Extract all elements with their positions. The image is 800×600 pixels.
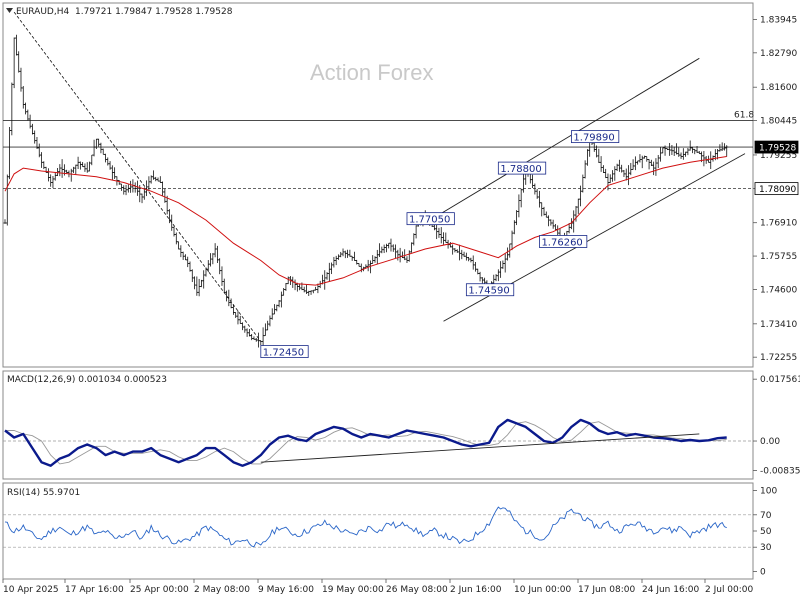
y-tick-label: 1.72255 [760,353,797,363]
macd-line [4,418,727,467]
x-tick-label: 2 Jun 16:00 [450,585,502,595]
price-tag: 1.79528 [754,140,799,154]
svg-text:1.79528: 1.79528 [759,144,796,154]
svg-text:1.76260: 1.76260 [541,237,582,248]
price-annotation: 1.76260 [539,235,588,248]
x-tick-label: 10 Apr 2025 [3,585,59,595]
collapse-arrow-icon[interactable] [6,8,13,13]
y-tick-label: 1.83945 [760,15,797,25]
symbol-label: EURAUD,H4 [16,7,69,17]
svg-text:1.72450: 1.72450 [263,348,304,359]
rsi-y-tick: 100 [760,486,777,496]
svg-text:1.77050: 1.77050 [409,215,450,226]
price-annotation: 1.78800 [497,161,547,175]
y-tick-label: 1.79255 [760,151,797,161]
y-tick-label: 1.75755 [760,252,797,262]
svg-text:1.78800: 1.78800 [500,164,541,175]
price-annotation: 1.72450 [260,345,309,359]
macd-title: MACD(12,26,9) 0.001034 0.000523 [7,375,167,385]
candle [725,145,729,157]
x-tick-label: 26 May 08:00 [386,585,448,595]
x-tick-label: 17 Apr 16:00 [65,585,124,595]
rsi-line [4,506,727,548]
svg-text:1.74590: 1.74590 [468,286,509,297]
rsi-y-tick: 0 [760,568,766,578]
price-annotation: 1.77050 [406,212,455,226]
x-tick-label: 17 Jun 08:00 [578,585,635,595]
x-tick-label: 2 Jul 00:00 [705,585,754,595]
x-tick-label: 24 Jun 16:00 [642,585,699,595]
macd-y-tick: 0.017561 [760,375,800,385]
watermark: Action Forex [310,60,434,85]
macd-y-tick: 0.00 [760,437,780,447]
y-tick-label: 1.81600 [760,83,797,93]
x-tick-label: 25 Apr 00:00 [130,585,189,595]
trendline-1 [425,57,700,224]
y-tick-label: 1.73410 [760,320,797,330]
x-tick-label: 19 May 00:00 [322,585,384,595]
svg-text:1.79890: 1.79890 [573,133,614,144]
price-annotation: 1.74590 [465,283,515,297]
x-tick-label: 10 Jun 00:00 [514,585,571,595]
ohlc-label: 1.79721 1.79847 1.79528 1.79528 [75,7,233,17]
rsi-y-tick: 50 [760,527,772,537]
moving-average-line [4,156,727,286]
main-panel-frame [2,2,754,368]
y-tick-label: 1.80445 [760,117,797,127]
y-tick-label: 1.74600 [760,285,797,295]
price-tag: 1.78090 [754,182,799,195]
x-tick-label: 2 May 08:00 [194,585,250,595]
rsi-title: RSI(14) 55.9701 [7,488,80,498]
svg-text:1.78090: 1.78090 [759,185,796,195]
rsi-y-tick: 70 [760,511,772,521]
fib-level-label: 61.8 [734,111,754,121]
macd-panel-frame [2,370,754,480]
y-tick-label: 1.82790 [760,49,797,59]
trendline-0 [13,11,262,342]
rsi-y-tick: 30 [760,543,772,553]
x-tick-label: 9 May 16:00 [258,585,314,595]
price-annotation: 1.79890 [571,130,620,144]
rsi-panel-frame [2,482,754,580]
y-tick-label: 1.76910 [760,219,797,229]
macd-trendline [260,433,700,463]
